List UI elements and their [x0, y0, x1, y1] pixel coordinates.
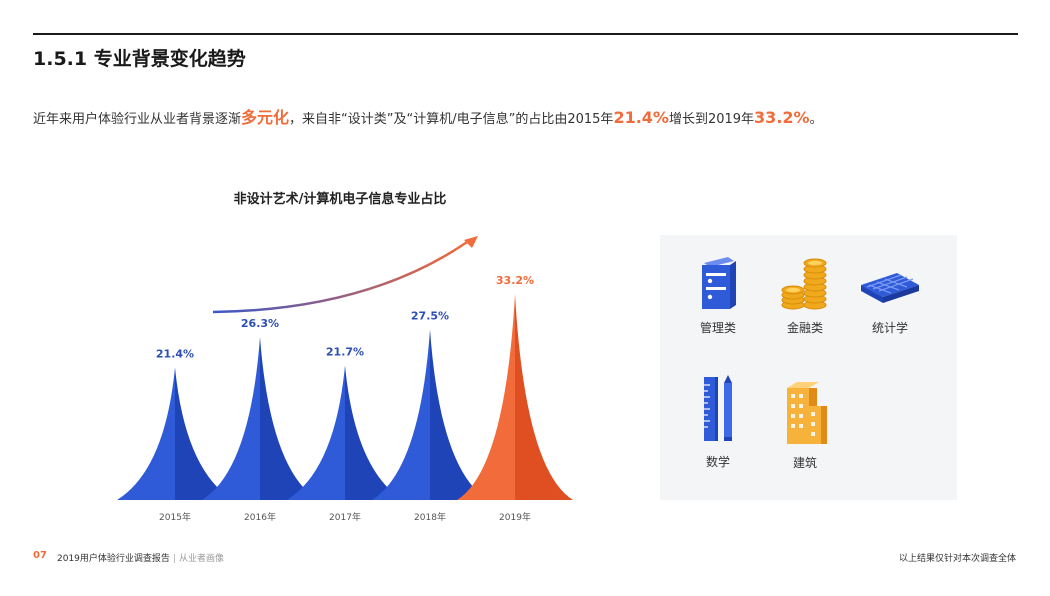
x-tick-label: 2017年 [329, 511, 361, 523]
data-label: 21.7% [326, 345, 364, 358]
field-finance: 金融类 [765, 255, 845, 336]
ruler-pencil-icon [704, 375, 732, 441]
footer-report: 2019用户体验行业调查报告 | 从业者画像 [57, 551, 224, 564]
other-fields-panel: 管理类 金融类 [660, 235, 957, 500]
field-statistics: 统计学 [850, 255, 930, 336]
trend-arrow-head [464, 236, 478, 248]
intro-part-2: ，来自非“设计类”及“计算机/电子信息”的占比由2015年 [289, 112, 614, 127]
x-tick-label: 2019年 [499, 511, 531, 523]
peak-chart: 21.4% 26.3% 21.7% 27.5% 33.2% 2015年 2016年 2017… [117, 236, 573, 523]
peak-right-face [430, 329, 488, 500]
data-label: 33.2% [496, 274, 534, 287]
field-label: 建筑 [792, 456, 817, 470]
peak-right-face [260, 336, 318, 500]
footer-note: 以上结果仅针对本次调查全体 [898, 554, 1016, 564]
books-icon [702, 257, 736, 309]
field-label: 金融类 [786, 321, 823, 335]
peak-right-face [345, 365, 403, 500]
section-title: 1.5.1 专业背景变化趋势 [33, 48, 246, 70]
report-title: 2019用户体验行业调查报告 [57, 554, 170, 564]
intro-part-1: 近年来用户体验行业从业者背景逐渐 [33, 112, 242, 127]
intro-highlight-2019: 33.2% [754, 108, 810, 127]
data-label: 21.4% [156, 347, 194, 360]
data-label: 26.3% [241, 317, 279, 330]
intro-highlight-diverse: 多元化 [241, 108, 290, 127]
intro-highlight-2015: 21.4% [613, 108, 669, 127]
field-label: 管理类 [699, 321, 736, 335]
x-tick-label: 2016年 [244, 511, 276, 523]
peak-right-face [515, 294, 573, 500]
peak-left-face [372, 329, 430, 500]
peak-left-face [287, 365, 345, 500]
peak-right-face [175, 367, 233, 500]
field-label: 统计学 [871, 321, 908, 335]
field-management: 管理类 [678, 255, 758, 336]
peak-left-face [117, 367, 175, 500]
intro-part-3: 增长到2019年 [668, 112, 755, 127]
intro-text: 近年来用户体验行业从业者背景逐渐多元化，来自非“设计类”及“计算机/电子信息”的… [33, 104, 823, 128]
page-number: 07 [33, 550, 47, 561]
top-divider [33, 33, 1018, 35]
field-math: 数学 [678, 375, 758, 470]
field-label: 数学 [705, 455, 730, 469]
x-tick-label: 2018年 [414, 511, 446, 523]
data-label: 27.5% [411, 310, 449, 323]
peak-left-face [457, 294, 515, 500]
trend-arrow-line [212, 238, 471, 314]
footer-separator: | [172, 554, 176, 564]
x-tick-label: 2015年 [159, 511, 191, 523]
chart-title: 非设计艺术/计算机电子信息专业占比 [233, 192, 447, 207]
field-architecture: 建筑 [765, 380, 845, 471]
calculator-icon [861, 273, 919, 303]
coins-icon [781, 258, 827, 310]
building-icon [787, 382, 827, 444]
footer-section: 从业者画像 [178, 554, 224, 564]
peak-left-face [202, 336, 260, 500]
intro-part-4: 。 [809, 112, 823, 127]
